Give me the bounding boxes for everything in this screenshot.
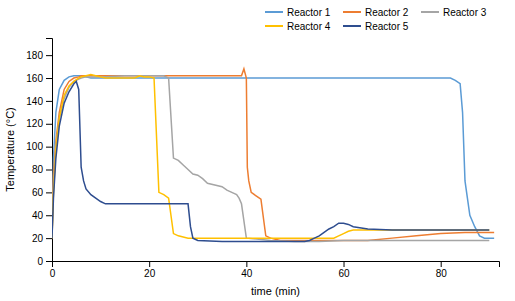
tick-label: 120: [26, 118, 43, 129]
legend-label: Reactor 4: [287, 21, 331, 32]
tick-mark: [46, 261, 52, 262]
axis-line: [46, 39, 53, 262]
tick-label: 100: [26, 141, 43, 152]
lines: [52, 69, 494, 242]
tick-mark: [46, 124, 52, 125]
legend-swatch: [421, 11, 439, 13]
x-axis-title: time (min): [251, 285, 300, 297]
legend-item: Reactor 5: [343, 21, 409, 32]
y-axis: 0 20 40 60 80 100 120 140 160 180: [26, 39, 52, 267]
legend-label: Reactor 1: [287, 7, 331, 18]
tick-mark: [344, 261, 345, 267]
legend-swatch: [343, 25, 361, 27]
legend-item: Reactor 1: [265, 7, 331, 18]
tick: 140: [26, 96, 52, 107]
tick-label: 60: [338, 268, 350, 279]
tick-label: 0: [50, 268, 56, 279]
legend-swatch: [265, 25, 283, 27]
tick: 40: [241, 261, 253, 279]
tick-label: 180: [26, 50, 43, 61]
legend-item: Reactor 4: [265, 21, 331, 32]
legend-item: Reactor 2: [343, 7, 409, 18]
tick-mark: [46, 192, 52, 193]
tick-mark: [46, 147, 52, 148]
tick-label: 0: [37, 256, 43, 267]
series-line: [52, 76, 489, 242]
tick-label: 60: [32, 187, 44, 198]
tick: 120: [26, 118, 52, 129]
legend-swatch: [343, 11, 361, 13]
tick: 40: [32, 210, 52, 221]
tick-label: 40: [241, 268, 253, 279]
legend-label: Reactor 3: [443, 7, 487, 18]
chart: 0 20 40 60 80 0 20 40 60 80 100 120 140 160 180 time (m…: [0, 0, 515, 301]
y-axis-title: Temperature (°C): [4, 107, 16, 191]
tick-label: 160: [26, 73, 43, 84]
plot-area: 0 20 40 60 80 0 20 40 60 80 100 120 140 160 180: [26, 39, 499, 280]
series-line: [52, 76, 494, 238]
tick: 20: [32, 233, 52, 244]
series-line: [52, 69, 494, 241]
tick: 180: [26, 50, 52, 61]
tick-mark: [441, 261, 442, 267]
tick-mark: [46, 215, 52, 216]
tick-mark: [246, 261, 247, 267]
tick-label: 20: [32, 233, 44, 244]
x-axis: 0 20 40 60 80: [50, 261, 500, 279]
tick-label: 140: [26, 96, 43, 107]
tick: 80: [436, 261, 448, 279]
tick-mark: [46, 170, 52, 171]
tick: 100: [26, 141, 52, 152]
series-line: [52, 75, 489, 239]
tick-mark: [149, 261, 150, 267]
legend-label: Reactor 2: [365, 7, 409, 18]
legend-label: Reactor 5: [365, 21, 409, 32]
tick: 20: [144, 261, 156, 279]
legend-item: Reactor 3: [421, 7, 487, 18]
series-line: [52, 81, 489, 241]
tick-mark: [46, 101, 52, 102]
tick-mark: [46, 238, 52, 239]
tick: 160: [26, 73, 52, 84]
tick-mark: [46, 78, 52, 79]
tick: 60: [32, 187, 52, 198]
tick-label: 20: [144, 268, 156, 279]
tick: 80: [32, 164, 52, 175]
tick-mark: [46, 55, 52, 56]
tick: 0: [37, 256, 52, 267]
tick: 0: [50, 261, 56, 279]
tick-label: 80: [436, 268, 448, 279]
tick-label: 80: [32, 164, 44, 175]
legend: Reactor 1 Reactor 2 Reactor 3 Reactor 4 Reac…: [265, 7, 487, 32]
tick: 60: [338, 261, 350, 279]
axis-line: [53, 262, 500, 268]
tick-label: 40: [32, 210, 44, 221]
legend-swatch: [265, 11, 283, 13]
